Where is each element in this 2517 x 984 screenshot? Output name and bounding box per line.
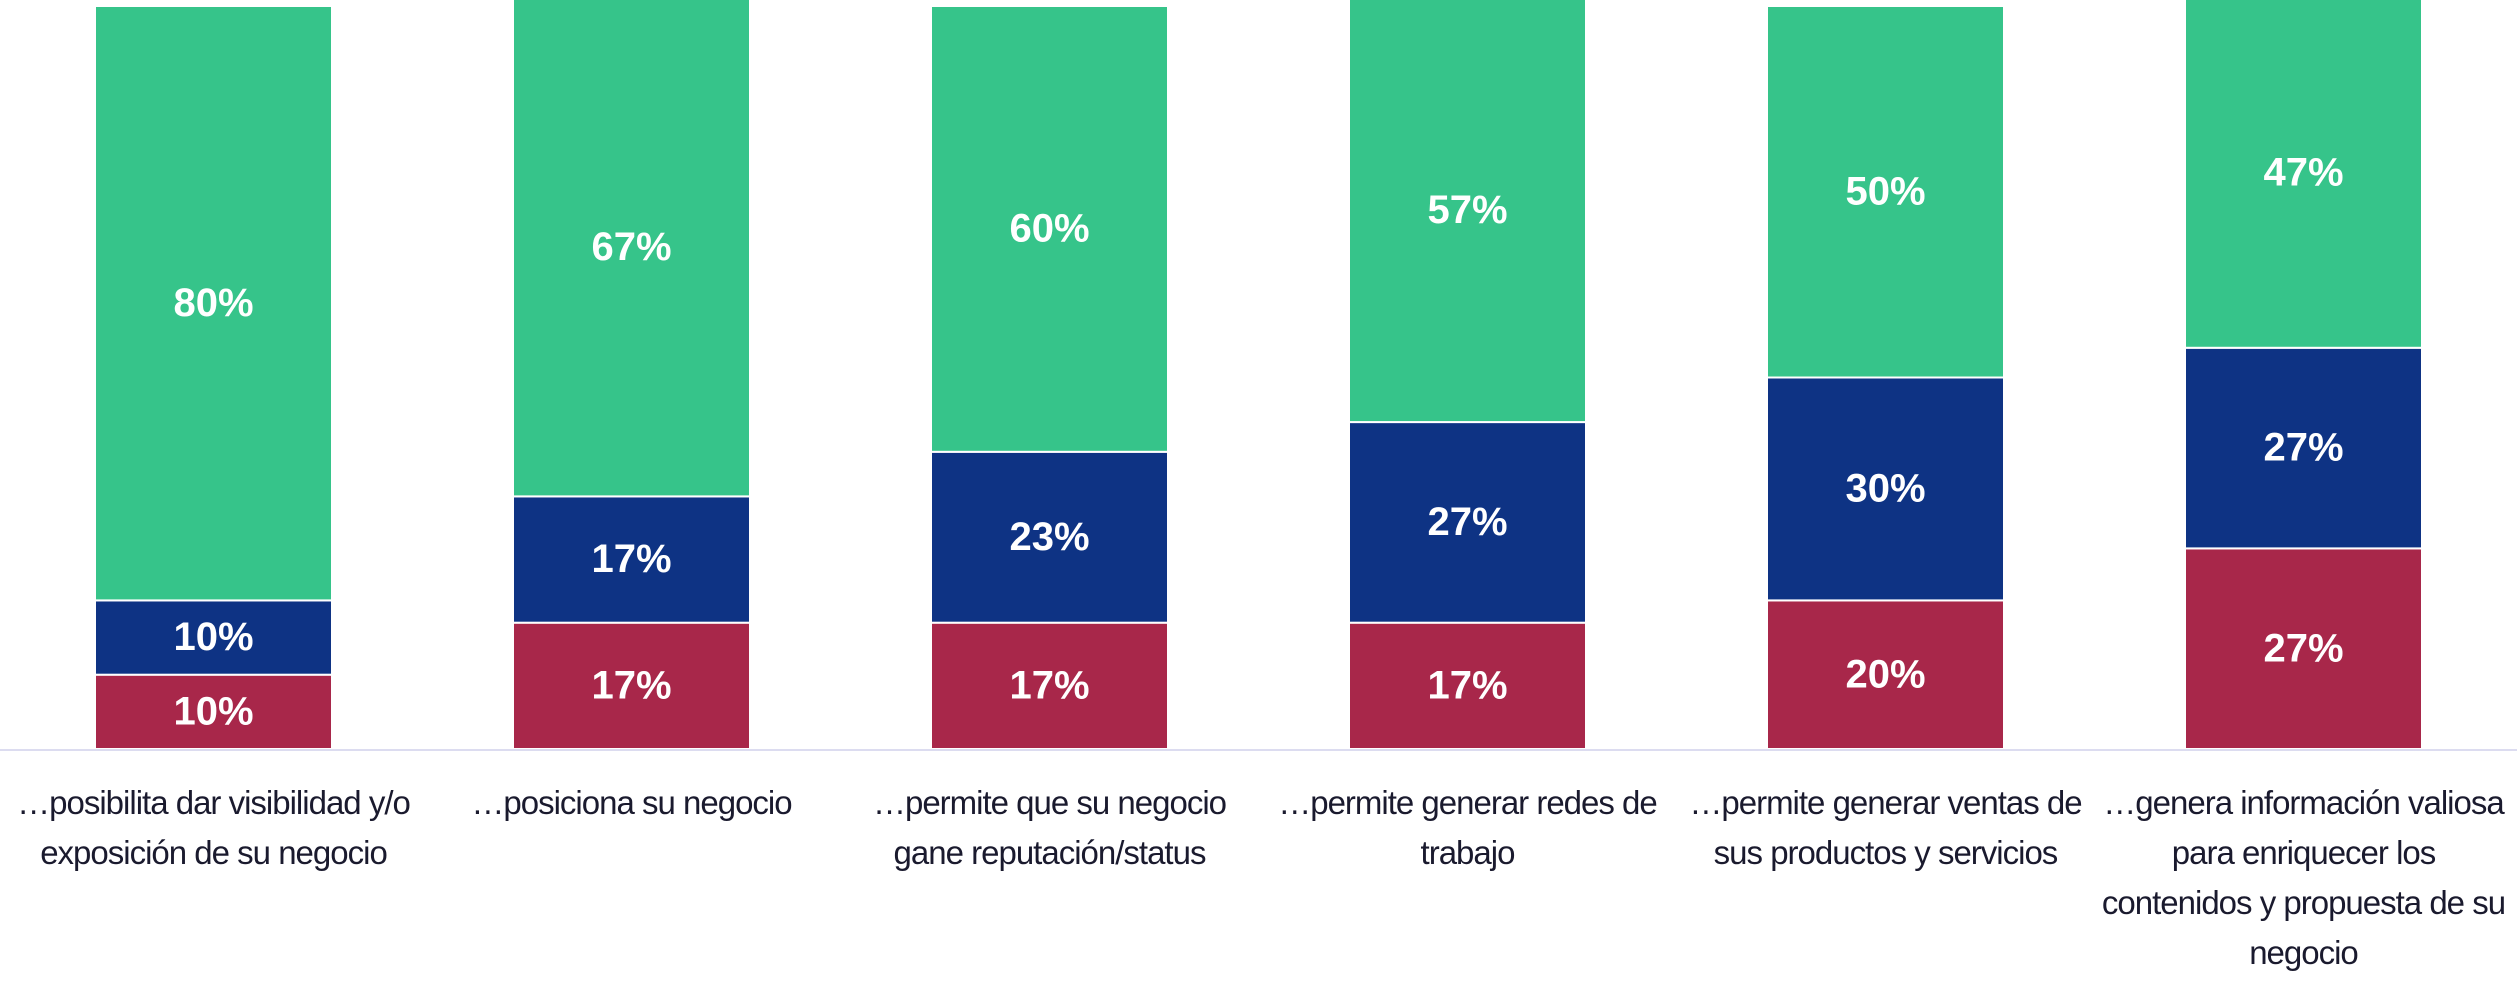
- data-label: 47%: [2263, 151, 2343, 195]
- bar-segment: [2184, 547, 2423, 751]
- x-tick-label: …permite generar redes de trabajo: [1278, 784, 1658, 871]
- data-label: 10%: [173, 615, 253, 659]
- data-label: 23%: [1009, 515, 1089, 559]
- data-label: 80%: [173, 281, 253, 325]
- bar-segment: [1348, 621, 1587, 750]
- x-tick-label: …permite generar ventas de sus productos…: [1689, 784, 2082, 871]
- x-tick-label: …posiciona su negocio: [471, 784, 792, 821]
- x-tick-label: …posibilita dar visibilidad y/o exposici…: [17, 784, 411, 871]
- data-label: 67%: [591, 225, 671, 269]
- data-label: 27%: [2263, 426, 2343, 470]
- bar-segment: [1766, 599, 2005, 751]
- bar-segment: [94, 673, 333, 751]
- data-label: 20%: [1845, 652, 1925, 696]
- bar-segment: [930, 621, 1169, 750]
- bar-segment: [512, 495, 751, 624]
- data-label: 50%: [1845, 169, 1925, 213]
- x-tick-label: …genera información valiosa para enrique…: [2101, 784, 2506, 971]
- data-label: 17%: [591, 663, 671, 707]
- bar-segment: [2184, 0, 2423, 349]
- x-tick-label: …permite que su negocio gane reputación/…: [872, 784, 1227, 871]
- bar-segment: [512, 0, 751, 498]
- bar-segment: [1766, 376, 2005, 602]
- data-label: 17%: [1427, 663, 1507, 707]
- data-label: 57%: [1427, 188, 1507, 232]
- bar-segment: [1348, 0, 1587, 424]
- data-label: 30%: [1845, 467, 1925, 511]
- bar-segment: [94, 5, 333, 602]
- data-label: 10%: [173, 689, 253, 733]
- data-label: 60%: [1009, 206, 1089, 250]
- bar-segment: [930, 5, 1169, 453]
- data-label: 17%: [591, 537, 671, 581]
- bar-segment: [1766, 5, 2005, 379]
- bar-segment: [930, 450, 1169, 624]
- data-label: 27%: [2263, 626, 2343, 670]
- data-label: 17%: [1009, 663, 1089, 707]
- data-label: 27%: [1427, 500, 1507, 544]
- bar-segment: [2184, 346, 2423, 550]
